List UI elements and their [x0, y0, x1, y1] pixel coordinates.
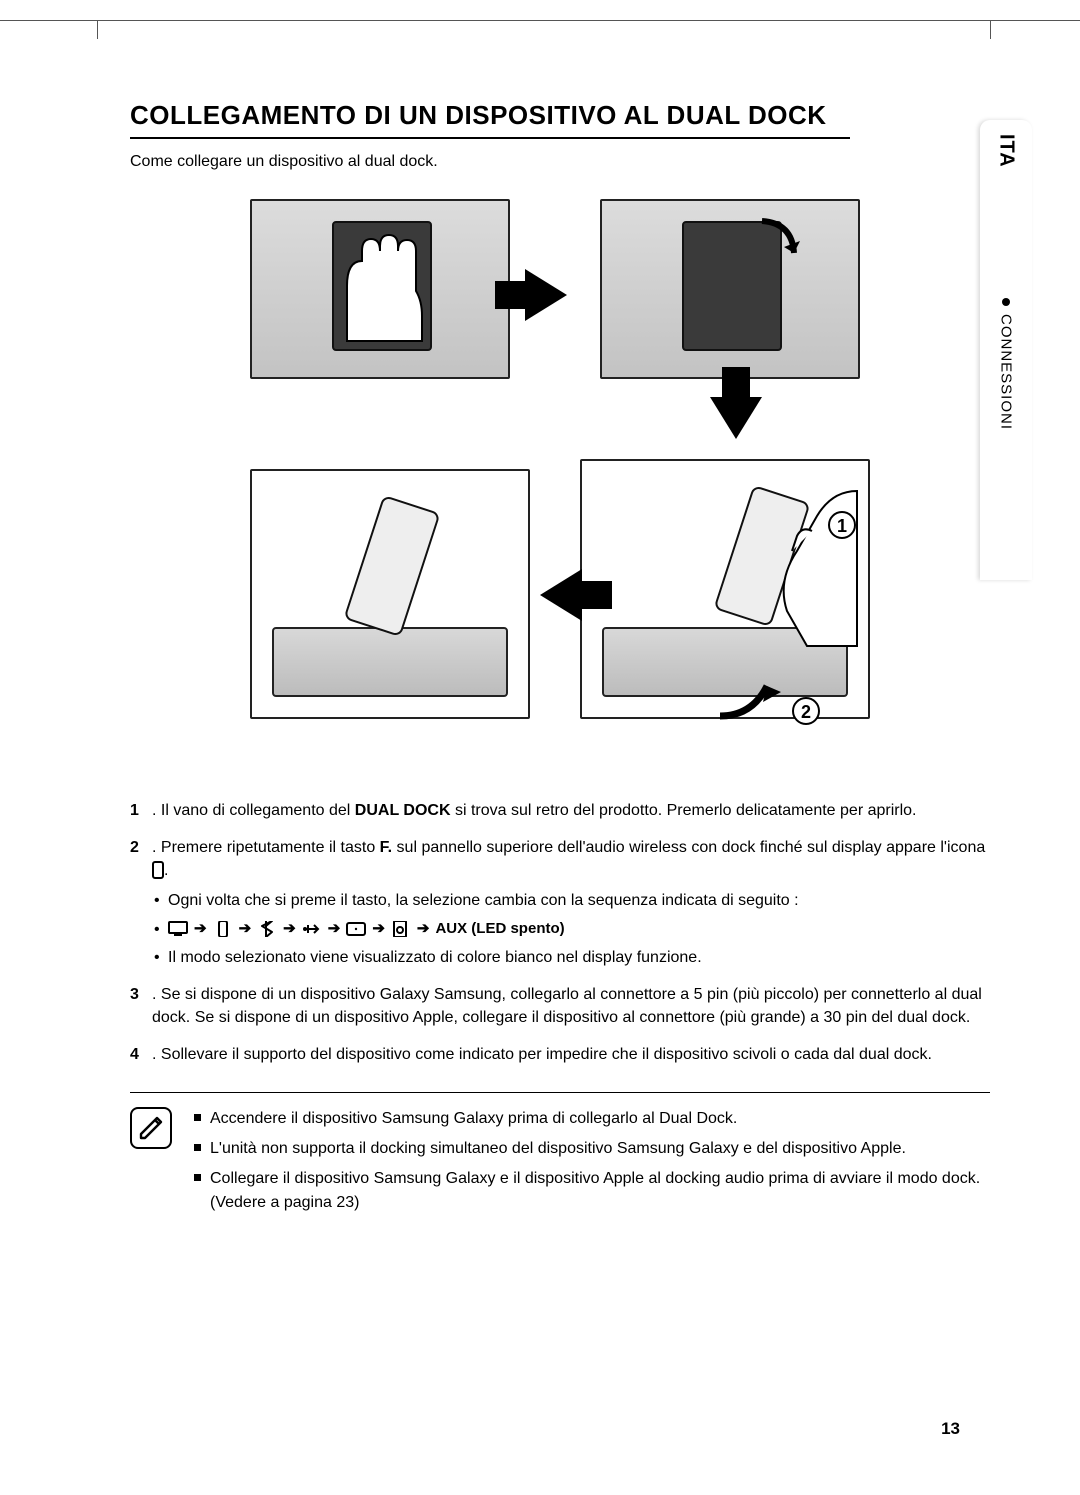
- bluetooth-icon: [257, 921, 277, 937]
- step-sub-sequence: ➔ ➔ ➔ ➔ ➔ ➔ AUX (LED spento): [152, 918, 990, 940]
- page-title: COLLEGAMENTO DI UN DISPOSITIVO AL DUAL D…: [130, 100, 850, 139]
- arrow-left-icon: [540, 569, 582, 621]
- callout-2-icon: 2: [792, 697, 820, 725]
- step-number: 3: [130, 983, 139, 1006]
- side-tab: ITA CONNESSIONI: [980, 120, 1032, 580]
- step-item: 3. Se si dispone di un dispositivo Galax…: [130, 983, 990, 1029]
- side-tab-section: CONNESSIONI: [998, 314, 1015, 430]
- usb-icon: [302, 921, 322, 937]
- notes-list: Accendere il dispositivo Samsung Galaxy …: [192, 1107, 990, 1221]
- step-text: Premere ripetutamente il tasto F. sul pa…: [152, 839, 985, 879]
- step-text: Il vano di collegamento del DUAL DOCK si…: [161, 802, 917, 819]
- step-text: Sollevare il supporto del dispositivo co…: [161, 1046, 932, 1063]
- dock-illustration: 1 2: [240, 199, 880, 739]
- callout-1-icon: 1: [828, 511, 856, 539]
- disc-doc-icon: [391, 921, 411, 937]
- seq-arrow-icon: ➔: [328, 918, 341, 940]
- pencil-note-icon: [130, 1107, 172, 1149]
- step-item: 4. Sollevare il supporto del dispositivo…: [130, 1043, 990, 1066]
- step-number: 2: [130, 836, 139, 859]
- notes-block: Accendere il dispositivo Samsung Galaxy …: [130, 1107, 990, 1221]
- note-item: Collegare il dispositivo Samsung Galaxy …: [192, 1167, 990, 1215]
- page-number: 13: [941, 1419, 960, 1439]
- seq-arrow-icon: ➔: [372, 918, 385, 940]
- steps-list: 1. Il vano di collegamento del DUAL DOCK…: [130, 799, 990, 1066]
- arrow-right-icon: [525, 269, 567, 321]
- dock-stand-icon: [272, 627, 508, 697]
- illus-panel-push: [250, 199, 510, 379]
- seq-tail-label: AUX (LED spento): [435, 918, 564, 940]
- note-item: Accendere il dispositivo Samsung Galaxy …: [192, 1107, 990, 1131]
- side-tab-bullet-icon: [1002, 298, 1010, 306]
- curve-arrow-icon: [752, 213, 812, 273]
- seq-arrow-icon: ➔: [194, 918, 207, 940]
- mode-sequence: ➔ ➔ ➔ ➔ ➔ ➔ AUX (LED spento): [152, 918, 990, 940]
- manual-page: ITA CONNESSIONI COLLEGAMENTO DI UN DISPO…: [0, 0, 1080, 1495]
- step-number: 1: [130, 799, 139, 822]
- step-text: Se si dispone di un dispositivo Galaxy S…: [152, 986, 982, 1026]
- phone-outline-icon: [213, 921, 233, 937]
- lead-paragraph: Come collegare un dispositivo al dual do…: [130, 153, 990, 171]
- notes-separator: [130, 1092, 990, 1093]
- note-item: L'unità non supporta il docking simultan…: [192, 1137, 990, 1161]
- tv-icon: [168, 921, 188, 937]
- tablet-icon: [346, 921, 366, 937]
- illus-panel-open: [600, 199, 860, 379]
- phone-icon: [343, 495, 440, 637]
- step-item: 1. Il vano di collegamento del DUAL DOCK…: [130, 799, 990, 822]
- step-sub-item: Il modo selezionato viene visualizzato d…: [152, 946, 990, 969]
- seq-arrow-icon: ➔: [283, 918, 296, 940]
- step-item: 2. Premere ripetutamente il tasto F. sul…: [130, 836, 990, 969]
- side-tab-language: ITA: [995, 134, 1018, 168]
- page-crop-rule: [0, 20, 1080, 21]
- illus-panel-insert: [580, 459, 870, 719]
- step-sub-item: Ogni volta che si preme il tasto, la sel…: [152, 889, 990, 912]
- arrow-down-icon: [710, 397, 762, 439]
- seq-arrow-icon: ➔: [239, 918, 252, 940]
- step-number: 4: [130, 1043, 139, 1066]
- illus-panel-docked: [250, 469, 530, 719]
- seq-arrow-icon: ➔: [417, 918, 430, 940]
- hand-icon: [327, 231, 437, 351]
- hand-holding-icon: [742, 481, 862, 651]
- curve-arrow-up-icon: [712, 671, 792, 721]
- step-sublist: Ogni volta che si preme il tasto, la sel…: [152, 889, 990, 969]
